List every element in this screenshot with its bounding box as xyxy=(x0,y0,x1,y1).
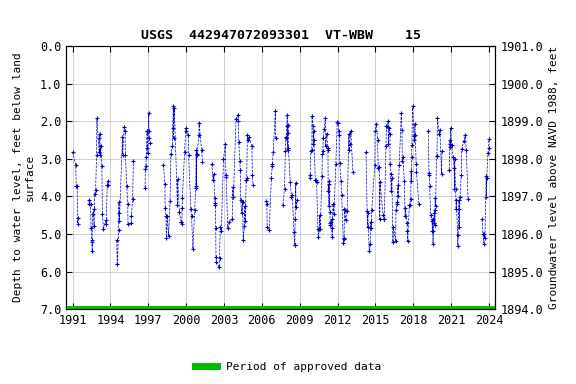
Y-axis label: Depth to water level, feet below land
surface: Depth to water level, feet below land su… xyxy=(13,53,35,303)
Y-axis label: Groundwater level above NAVD 1988, feet: Groundwater level above NAVD 1988, feet xyxy=(548,46,559,309)
Legend: Period of approved data: Period of approved data xyxy=(191,358,385,377)
Title: USGS  442947072093301  VT-WBW    15: USGS 442947072093301 VT-WBW 15 xyxy=(141,29,421,42)
